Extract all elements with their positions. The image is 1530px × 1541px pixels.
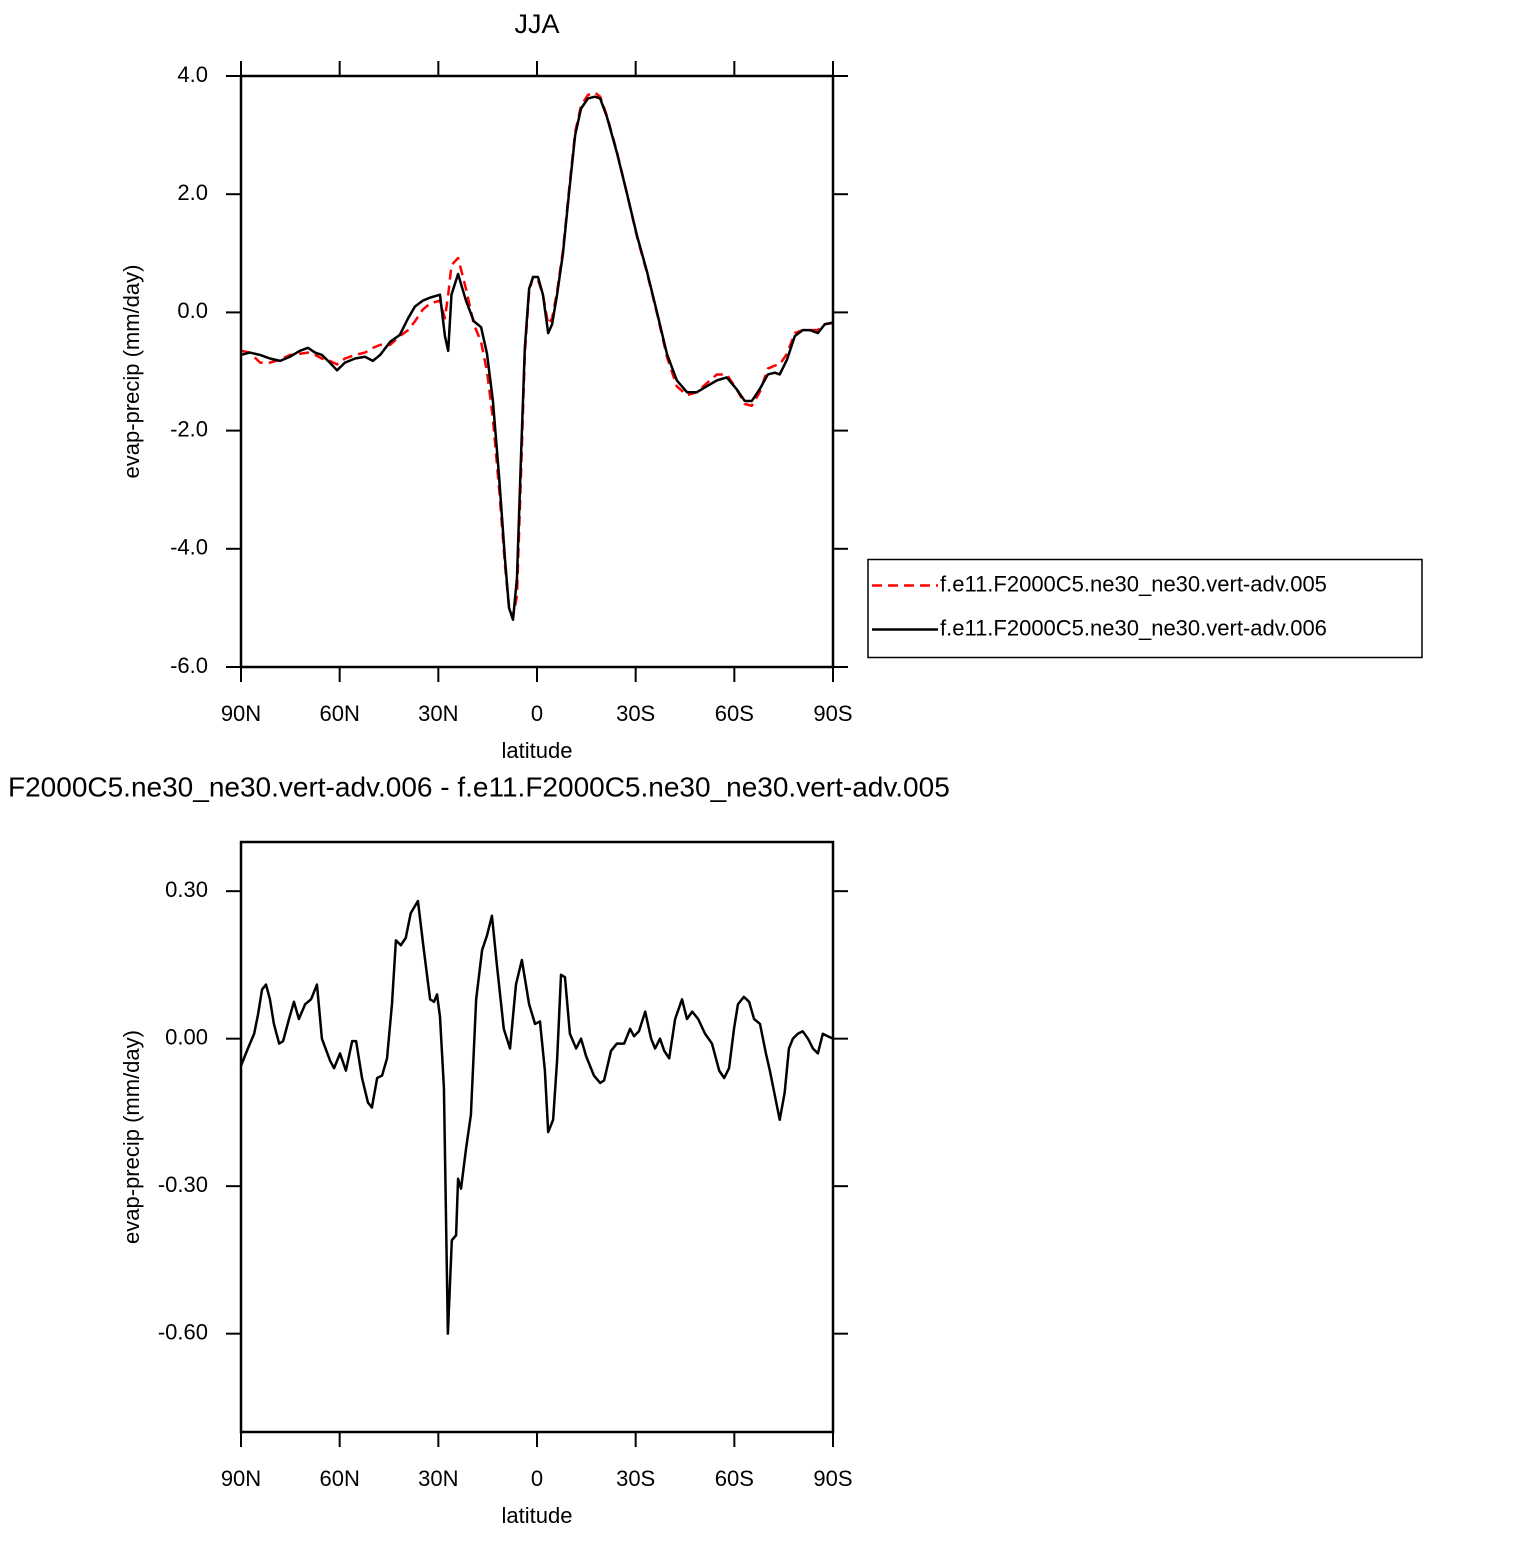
y-tick-label: -0.30 xyxy=(158,1172,208,1197)
x-tick-label: 30N xyxy=(418,1466,458,1491)
y-axis-label: evap-precip (mm/day) xyxy=(119,265,144,479)
data-line xyxy=(240,91,834,619)
x-tick-label: 30S xyxy=(616,701,655,726)
y-tick-label: 0.0 xyxy=(177,298,208,323)
x-tick-label: 60S xyxy=(715,1466,754,1491)
x-tick-label: 60S xyxy=(715,701,754,726)
chart-title: JJA xyxy=(514,9,559,39)
y-tick-label: -0.60 xyxy=(158,1319,208,1344)
data-line xyxy=(239,899,834,1335)
x-tick-label: 30S xyxy=(616,1466,655,1491)
x-tick-label: 90S xyxy=(813,701,852,726)
y-tick-label: -4.0 xyxy=(170,535,208,560)
chart-title: F2000C5.ne30_ne30.vert-adv.006 - f.e11.F… xyxy=(8,771,950,802)
y-tick-label: 0.30 xyxy=(165,877,208,902)
x-tick-label: 0 xyxy=(531,1466,543,1491)
x-tick-label: 90N xyxy=(221,701,261,726)
x-axis-label: latitude xyxy=(502,738,573,763)
y-tick-label: 0.00 xyxy=(165,1024,208,1049)
y-tick-label: 2.0 xyxy=(177,180,208,205)
y-axis-label: evap-precip (mm/day) xyxy=(119,1030,144,1244)
y-tick-label: -2.0 xyxy=(170,416,208,441)
x-axis-label: latitude xyxy=(502,1503,573,1528)
y-tick-label: 4.0 xyxy=(177,62,208,87)
x-tick-label: 30N xyxy=(418,701,458,726)
plot-frame xyxy=(239,840,835,1434)
x-tick-label: 0 xyxy=(531,701,543,726)
x-tick-label: 90N xyxy=(221,1466,261,1491)
y-tick-label: -6.0 xyxy=(170,653,208,678)
data-line xyxy=(240,95,834,621)
legend-label: f.e11.F2000C5.ne30_ne30.vert-adv.005 xyxy=(940,571,1327,596)
legend-label: f.e11.F2000C5.ne30_ne30.vert-adv.006 xyxy=(940,615,1327,640)
x-tick-label: 60N xyxy=(319,1466,359,1491)
plot-frame xyxy=(239,74,835,669)
legend-box xyxy=(867,558,1423,659)
x-tick-label: 60N xyxy=(319,701,359,726)
x-tick-label: 90S xyxy=(813,1466,852,1491)
